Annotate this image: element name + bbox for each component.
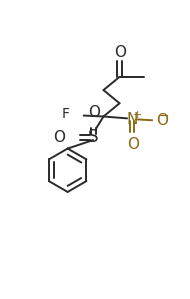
Text: O: O [53, 130, 65, 145]
Text: O: O [156, 113, 168, 128]
Text: −: − [159, 110, 169, 123]
Text: N: N [126, 112, 138, 127]
Text: S: S [88, 128, 98, 146]
Text: +: + [133, 110, 142, 120]
Text: O: O [127, 137, 139, 152]
Text: O: O [88, 105, 100, 120]
Text: F: F [62, 107, 70, 121]
Text: O: O [114, 45, 127, 60]
